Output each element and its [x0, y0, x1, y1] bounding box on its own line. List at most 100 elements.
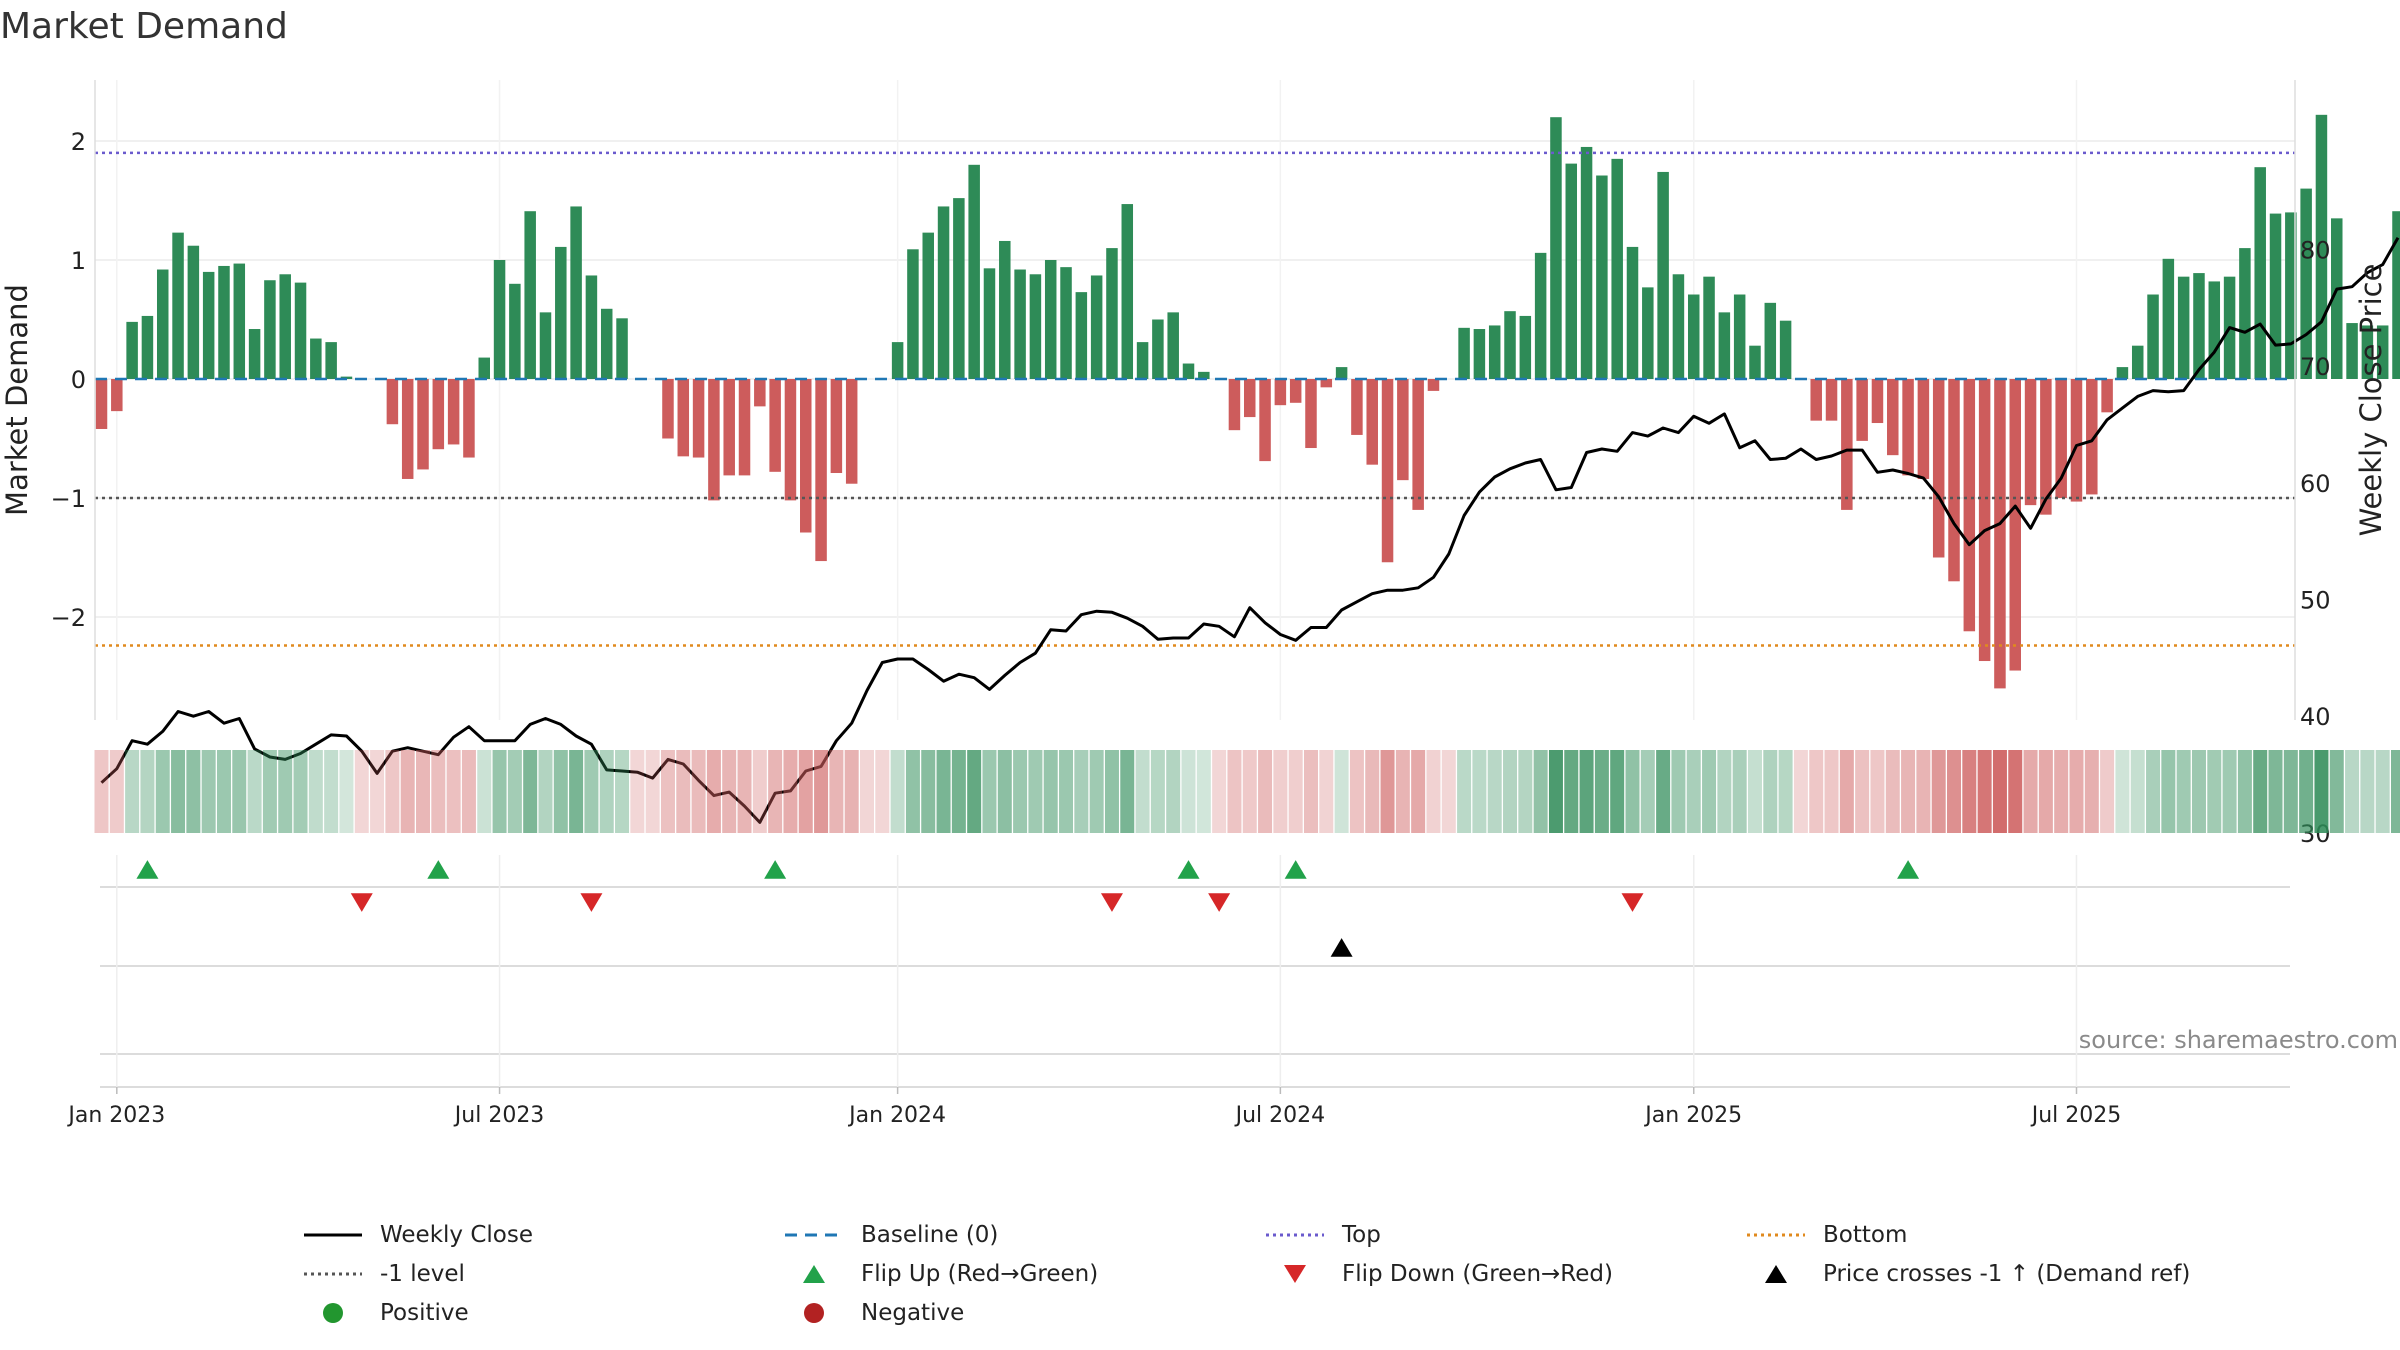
x-tick-label: Jul 2025: [2030, 1103, 2122, 1128]
legend-label: Negative: [861, 1300, 965, 1326]
demand-bar: [478, 357, 490, 379]
demand-bar: [1335, 367, 1348, 379]
strip-cell: [400, 750, 415, 833]
demand-bar: [2208, 281, 2221, 379]
demand-bar: [738, 379, 751, 476]
demand-bar: [784, 379, 797, 501]
demand-bar: [1902, 379, 1914, 476]
strip-cell: [706, 750, 721, 833]
demand-bar: [1519, 315, 1532, 379]
strip-cell: [615, 750, 630, 833]
demand-bar: [401, 379, 414, 479]
right-tick-label: 40: [2300, 703, 2331, 731]
strip-cell: [1411, 750, 1426, 833]
demand-bar: [1948, 379, 1960, 582]
strip-cell: [1747, 750, 1762, 833]
legend-item-positive: Positive: [300, 1296, 469, 1330]
demand-bar: [2239, 248, 2251, 379]
x-tick-label: Jan 2025: [1643, 1103, 1742, 1128]
legend-dot-swatch: [804, 1303, 824, 1323]
strip-cell: [1074, 750, 1089, 833]
demand-bar: [983, 268, 996, 379]
strip-cell: [1977, 750, 1992, 833]
legend-label: Flip Down (Green→Red): [1342, 1261, 1613, 1287]
legend-label: Weekly Close: [380, 1222, 533, 1248]
legend-label: Top: [1342, 1222, 1381, 1248]
strip-cell: [967, 750, 982, 833]
strip-cell: [2283, 750, 2298, 833]
strip-cell: [324, 750, 339, 833]
strip-cell: [1594, 750, 1609, 833]
strip-cell: [1166, 750, 1181, 833]
demand-bar: [1121, 204, 1134, 379]
legend-swatch: [785, 1233, 843, 1237]
demand-bar: [1749, 345, 1761, 379]
demand-bar: [2086, 379, 2098, 495]
demand-bar: [1412, 379, 1424, 510]
demand-bar: [1397, 379, 1409, 481]
demand-bar: [2376, 325, 2389, 379]
strip-cell: [553, 750, 568, 833]
strip-cell: [461, 750, 476, 833]
strip-cell: [905, 750, 920, 833]
strip-cell: [354, 750, 369, 833]
source-text: source: sharemaestro.com: [2079, 1026, 2398, 1054]
legend-item-price-cross: Price crosses -1 ↑ (Demand ref): [1743, 1257, 2190, 1291]
weekly-close-layer: [100, 236, 2400, 824]
demand-bar: [1259, 379, 1271, 462]
legend-label: Positive: [380, 1300, 469, 1326]
flip-down-marker: [350, 893, 373, 912]
demand-bar: [1687, 294, 1700, 379]
flip-up-marker: [136, 860, 159, 879]
demand-bar: [1274, 379, 1287, 406]
legend-triangle-swatch: [1765, 1265, 1787, 1283]
demand-bar: [294, 282, 307, 379]
strip-cell: [186, 750, 201, 833]
x-tick-label: Jul 2024: [1234, 1103, 1326, 1128]
demand-bar: [2177, 276, 2190, 379]
strip-cell: [584, 750, 599, 833]
strip-cell: [2345, 750, 2360, 833]
demand-bar: [2392, 211, 2400, 379]
demand-bar: [1228, 379, 1241, 431]
legend-item-minus-one-level: -1 level: [300, 1257, 465, 1291]
strip-cell: [1303, 750, 1318, 833]
strip-cell: [691, 750, 706, 833]
strip-cell: [2100, 750, 2115, 833]
legend-item-flip-down: Flip Down (Green→Red): [1262, 1257, 1613, 1291]
demand-bar: [2361, 325, 2374, 379]
strip-cell: [1640, 750, 1655, 833]
demand-bar: [95, 379, 108, 429]
strip-cell: [630, 750, 645, 833]
demand-bar: [1733, 294, 1746, 379]
legend-label: Bottom: [1823, 1222, 1908, 1248]
legend-swatch: [804, 1303, 824, 1323]
strip-cell: [1610, 750, 1625, 833]
strip-cell: [1671, 750, 1686, 833]
strip-cell: [1441, 750, 1456, 833]
strip-cell: [1059, 750, 1074, 833]
strip-cell: [538, 750, 553, 833]
strip-cell: [1778, 750, 1793, 833]
strip-cell: [1365, 750, 1380, 833]
strip-cell: [339, 750, 354, 833]
strip-cell: [431, 750, 446, 833]
strip-cell: [2222, 750, 2237, 833]
demand-bar: [1381, 379, 1394, 563]
strip-cell: [278, 750, 293, 833]
demand-bar: [264, 280, 276, 379]
demand-bar: [218, 265, 230, 379]
strip-cell: [523, 750, 538, 833]
demand-bar: [2269, 213, 2282, 379]
demand-bar: [156, 269, 169, 379]
strip-cell: [2115, 750, 2130, 833]
strip-cell: [1013, 750, 1028, 833]
demand-bar: [708, 379, 720, 501]
strip-cell: [1104, 750, 1119, 833]
strip-cell: [492, 750, 507, 833]
demand-bar: [907, 249, 919, 379]
strip-cell: [2207, 750, 2222, 833]
strip-cell: [2176, 750, 2191, 833]
strip-cell: [1702, 750, 1717, 833]
